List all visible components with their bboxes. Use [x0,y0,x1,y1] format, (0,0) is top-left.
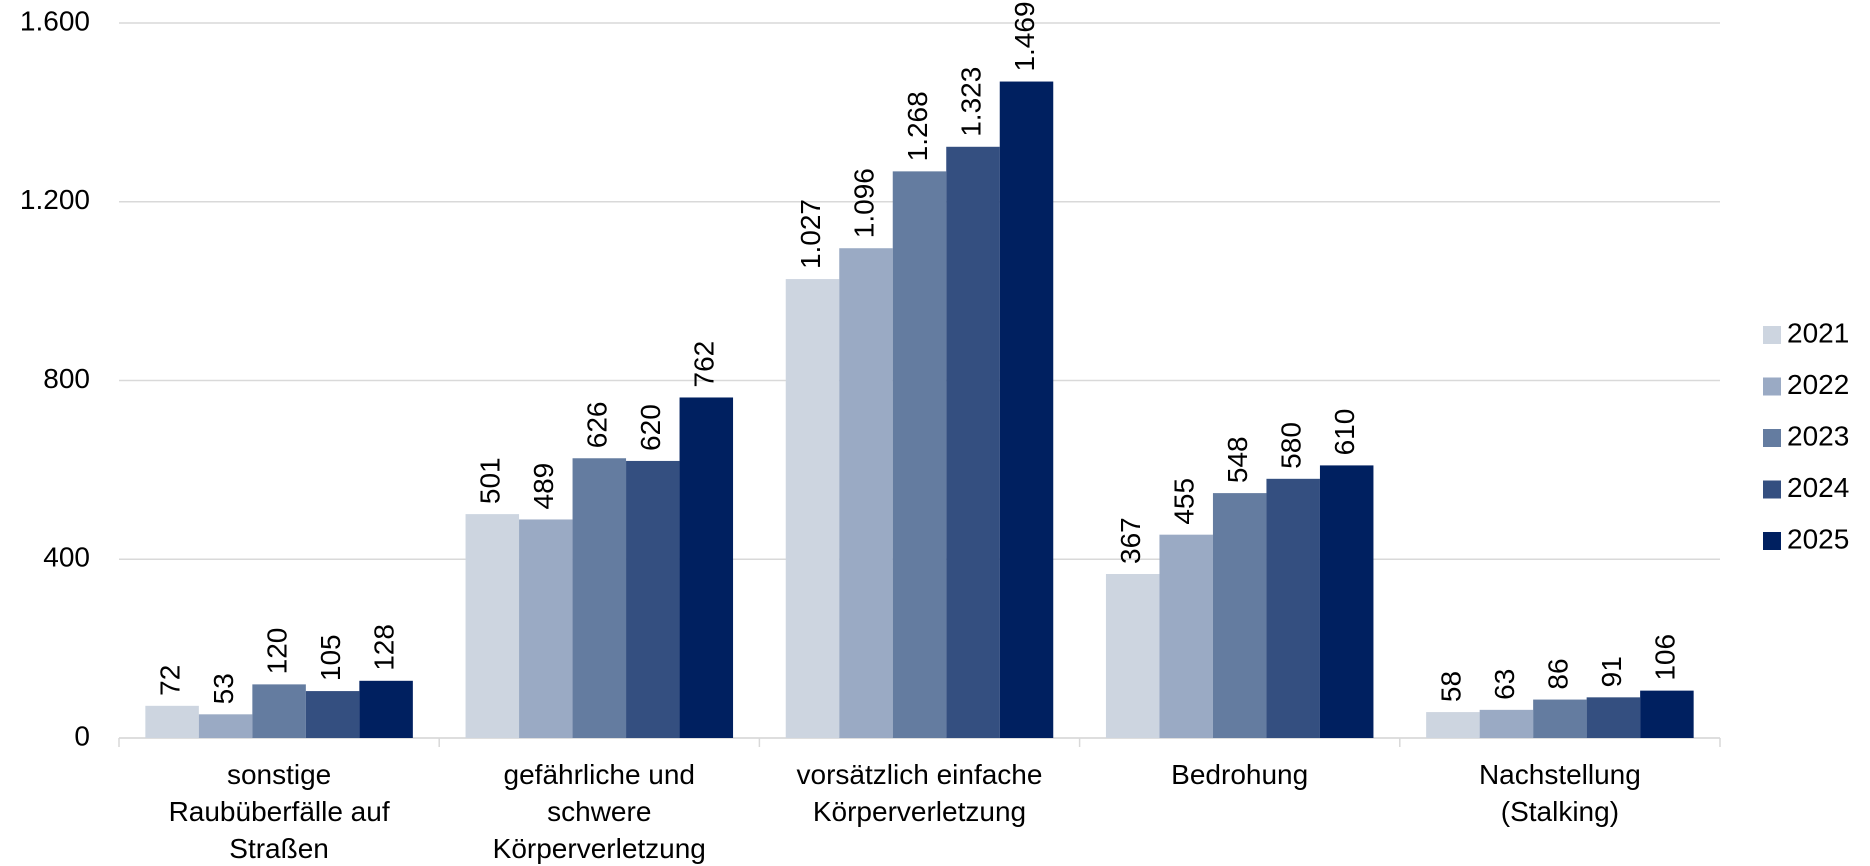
legend-swatch [1763,429,1781,447]
bar [946,146,1000,739]
bar [145,705,199,738]
legend-label: 2022 [1787,369,1849,400]
data-label: 53 [208,673,239,704]
bar [839,248,893,738]
bar [626,460,680,738]
bar [1266,478,1320,738]
bar [1426,712,1480,738]
data-label: 128 [368,624,399,671]
legend-swatch [1763,326,1781,344]
legend-swatch [1763,480,1781,499]
bar [1640,690,1694,738]
legend-label: 2021 [1787,317,1849,348]
bar [359,680,413,738]
x-tick-label: gefährliche und schwere Körperverletzung [492,759,706,864]
data-label: 1.027 [795,199,826,269]
data-label: 63 [1489,669,1520,700]
data-label: 367 [1115,517,1146,564]
data-label: 455 [1169,478,1200,525]
y-tick-label: 1.600 [20,5,90,36]
bar [785,279,840,738]
data-label: 626 [582,402,613,449]
data-label: 1.268 [902,91,933,161]
y-tick-label: 400 [43,542,90,573]
bar [519,519,573,738]
bar [198,714,253,738]
legend-label: 2024 [1787,472,1849,503]
x-tick-label: vorsätzlich einfache Körperverletzung [796,759,1043,827]
data-label: 1.469 [1009,1,1040,71]
data-label: 580 [1276,422,1307,469]
bar [305,691,360,738]
data-label: 1.323 [955,67,986,137]
x-tick-label: Nachstellung (Stalking) [1478,759,1641,827]
data-label: 501 [475,457,506,504]
legend-swatch [1763,532,1781,550]
legend-label: 2025 [1787,523,1849,554]
bar [252,684,306,738]
bar [1105,573,1160,738]
data-label: 91 [1596,656,1627,687]
bar [1159,534,1213,738]
legend-label: 2023 [1787,420,1849,451]
data-label: 72 [154,665,185,696]
data-label: 120 [261,628,292,675]
bar [1586,697,1641,738]
data-label: 489 [528,463,559,510]
bar [465,514,520,738]
data-label: 548 [1222,436,1253,483]
data-label: 762 [689,341,720,388]
x-tick-label: sonstige Raubüberfälle auf Straßen [168,759,390,864]
y-tick-label: 800 [43,363,90,394]
bar [1319,465,1374,738]
y-tick-label: 0 [74,720,90,751]
bar [572,458,627,738]
y-tick-label: 1.200 [20,184,90,215]
bar [999,81,1054,738]
legend-swatch [1763,377,1781,396]
bar [892,171,947,739]
data-label: 105 [315,634,346,681]
bar [1212,493,1267,738]
data-label: 86 [1542,658,1573,689]
data-label: 106 [1649,634,1680,681]
bar [1479,709,1534,738]
data-label: 1.096 [848,168,879,238]
data-label: 620 [635,404,666,451]
data-label: 58 [1435,671,1466,702]
data-label: 610 [1329,409,1360,456]
bar [679,397,734,738]
bar [1533,699,1587,738]
x-tick-label: Bedrohung [1171,759,1309,790]
